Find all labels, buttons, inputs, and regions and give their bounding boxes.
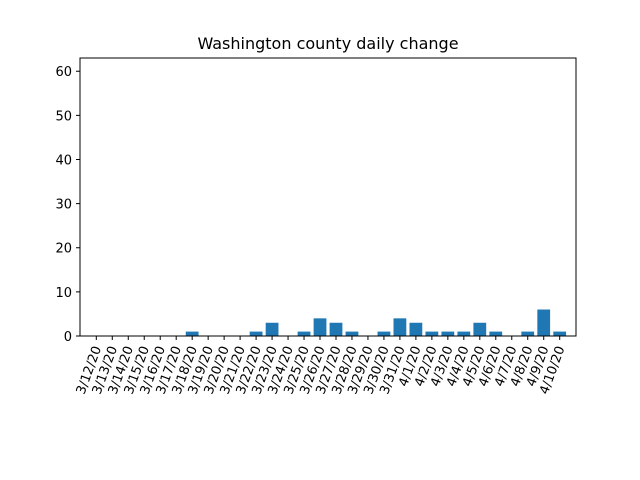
bar-3-18-20 [185,331,199,336]
y-tick-label: 60 [55,65,72,80]
bar-4-8-20 [521,331,535,336]
y-tick-label: 20 [55,242,72,257]
y-tick-label: 40 [55,153,72,168]
bar-3-25-20 [297,331,311,336]
bar-3-30-20 [377,331,391,336]
y-tick-label: 30 [55,198,72,213]
bar-3-26-20 [313,318,327,336]
bars-group [185,309,567,336]
bar-4-5-20 [473,322,487,336]
bar-3-23-20 [265,322,279,336]
bar-3-27-20 [329,322,343,336]
bar-4-1-20 [409,322,423,336]
y-tick-label: 10 [55,286,72,301]
bar-4-2-20 [425,331,439,336]
bar-3-22-20 [249,331,263,336]
bar-4-4-20 [457,331,471,336]
y-axis: 0 10 20 30 40 50 60 [55,65,80,345]
bar-3-28-20 [345,331,359,336]
bar-4-3-20 [441,331,455,336]
chart-title: Washington county daily change [197,34,458,53]
x-axis: 3/12/203/13/203/14/203/15/203/16/203/17/… [74,336,568,396]
bar-4-9-20 [537,309,551,336]
plot-frame [79,57,577,337]
y-tick-label: 0 [64,330,72,345]
bar-4-6-20 [489,331,503,336]
bar-3-31-20 [393,318,407,336]
bar-4-10-20 [553,331,567,336]
y-tick-label: 50 [55,109,72,124]
